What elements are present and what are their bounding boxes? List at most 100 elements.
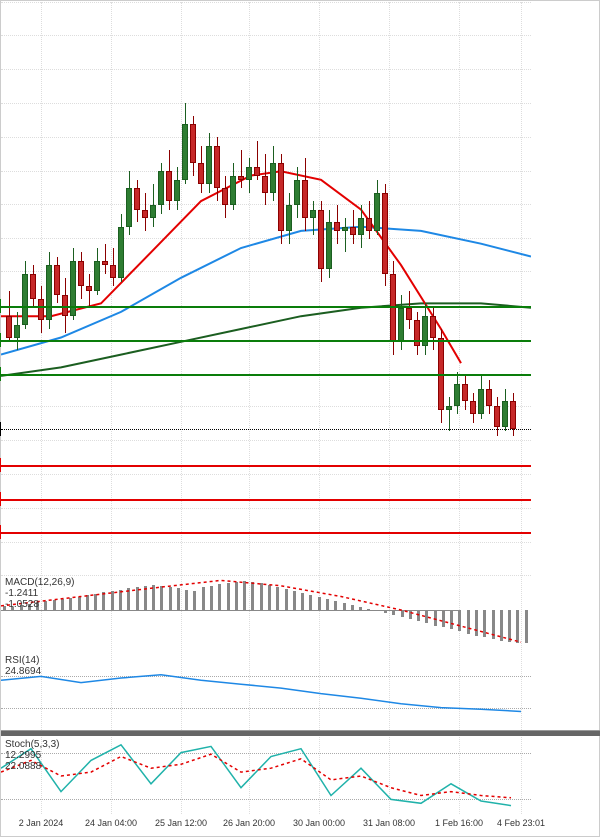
candle-body[interactable] — [126, 188, 132, 226]
grid-v — [181, 737, 182, 814]
candle-body[interactable] — [174, 180, 180, 201]
macd-bar — [293, 591, 296, 610]
grid-v — [389, 737, 390, 814]
grid-h — [1, 508, 531, 509]
macd-bar — [160, 586, 163, 610]
candle-body[interactable] — [294, 180, 300, 206]
candle-wick — [241, 150, 242, 188]
candle-body[interactable] — [278, 163, 284, 231]
candle-body[interactable] — [78, 261, 84, 287]
grid-v — [249, 737, 250, 814]
macd-bar — [127, 588, 130, 610]
candle-body[interactable] — [430, 316, 436, 337]
band-line — [1, 799, 531, 800]
candle-body[interactable] — [142, 210, 148, 219]
candle-body[interactable] — [102, 261, 108, 265]
candle-body[interactable] — [158, 171, 164, 205]
candle-body[interactable] — [182, 124, 188, 179]
candle-body[interactable] — [334, 222, 340, 231]
rsi-plot-area[interactable] — [1, 653, 531, 730]
candle-body[interactable] — [350, 227, 356, 236]
candle-body[interactable] — [462, 384, 468, 401]
band-line — [1, 708, 531, 709]
macd-bar — [260, 583, 263, 610]
candle-body[interactable] — [14, 325, 20, 338]
macd-bar — [218, 584, 221, 610]
candle-body[interactable] — [270, 163, 276, 193]
candle-body[interactable] — [486, 389, 492, 406]
sr-value-s3: 69.230 — [0, 525, 1, 539]
candle-body[interactable] — [30, 274, 36, 300]
main-yaxis: 81.67080.89080.09079.29078.51077.71076.9… — [0, 2, 1, 574]
grid-v — [249, 2, 250, 574]
candle-body[interactable] — [46, 265, 52, 320]
macd-bar — [94, 594, 97, 610]
candle-body[interactable] — [94, 261, 100, 291]
grid-v — [249, 653, 250, 730]
macd-bar — [500, 610, 503, 641]
macd-bar — [235, 582, 238, 610]
grid-h — [1, 542, 531, 543]
macd-bar — [169, 587, 172, 610]
candle-body[interactable] — [374, 193, 380, 231]
candle-body[interactable] — [406, 308, 412, 321]
candle-body[interactable] — [118, 227, 124, 278]
candle-body[interactable] — [38, 299, 44, 320]
stoch-plot-area[interactable] — [1, 737, 531, 814]
candle-body[interactable] — [382, 193, 388, 274]
candle-body[interactable] — [166, 171, 172, 201]
candle-body[interactable] — [470, 401, 476, 414]
candle-body[interactable] — [238, 176, 244, 180]
macd-bar — [251, 582, 254, 610]
candle-body[interactable] — [198, 163, 204, 184]
candle-body[interactable] — [6, 316, 12, 337]
macd-bar — [202, 587, 205, 610]
macd-bar — [525, 610, 528, 643]
grid-v — [319, 575, 320, 652]
sr-value-r1: 72.940 — [0, 367, 1, 381]
candle-body[interactable] — [230, 176, 236, 206]
grid-h — [1, 103, 531, 104]
macd-plot-area[interactable] — [1, 575, 531, 652]
candle-body[interactable] — [510, 401, 516, 429]
candle-wick — [89, 274, 90, 308]
candle-body[interactable] — [502, 401, 508, 427]
candle-body[interactable] — [54, 265, 60, 295]
candle-body[interactable] — [262, 176, 268, 193]
candle-body[interactable] — [342, 227, 348, 231]
main-plot-area[interactable] — [1, 2, 531, 574]
macd-bar — [401, 610, 404, 618]
candle-body[interactable] — [214, 146, 220, 189]
rsi-yaxis: 100500 — [0, 653, 1, 730]
candle-body[interactable] — [318, 210, 324, 270]
candle-body[interactable] — [494, 406, 500, 427]
candle-body[interactable] — [454, 384, 460, 405]
candle-wick — [449, 397, 450, 431]
candle-body[interactable] — [398, 308, 404, 342]
macd-bar — [384, 610, 387, 613]
macd-bar — [367, 609, 370, 610]
candle-body[interactable] — [150, 205, 156, 218]
grid-v — [389, 653, 390, 730]
candle-body[interactable] — [446, 406, 452, 410]
candle-body[interactable] — [302, 180, 308, 218]
candle-body[interactable] — [206, 146, 212, 184]
candle-body[interactable] — [86, 286, 92, 290]
candle-body[interactable] — [366, 218, 372, 231]
candle-body[interactable] — [190, 124, 196, 162]
candle-body[interactable] — [358, 218, 364, 235]
candle-body[interactable] — [22, 274, 28, 325]
candle-body[interactable] — [310, 210, 316, 219]
candle-body[interactable] — [286, 205, 292, 231]
candle-body[interactable] — [246, 167, 252, 180]
candle-body[interactable] — [222, 188, 228, 205]
grid-v — [111, 575, 112, 652]
candle-body[interactable] — [326, 222, 332, 269]
candle-body[interactable] — [134, 188, 140, 209]
candle-body[interactable] — [478, 389, 484, 415]
candle-body[interactable] — [414, 320, 420, 346]
candle-body[interactable] — [110, 265, 116, 278]
candle-wick — [313, 201, 314, 235]
candle-body[interactable] — [254, 167, 260, 176]
macd-bar — [392, 610, 395, 615]
